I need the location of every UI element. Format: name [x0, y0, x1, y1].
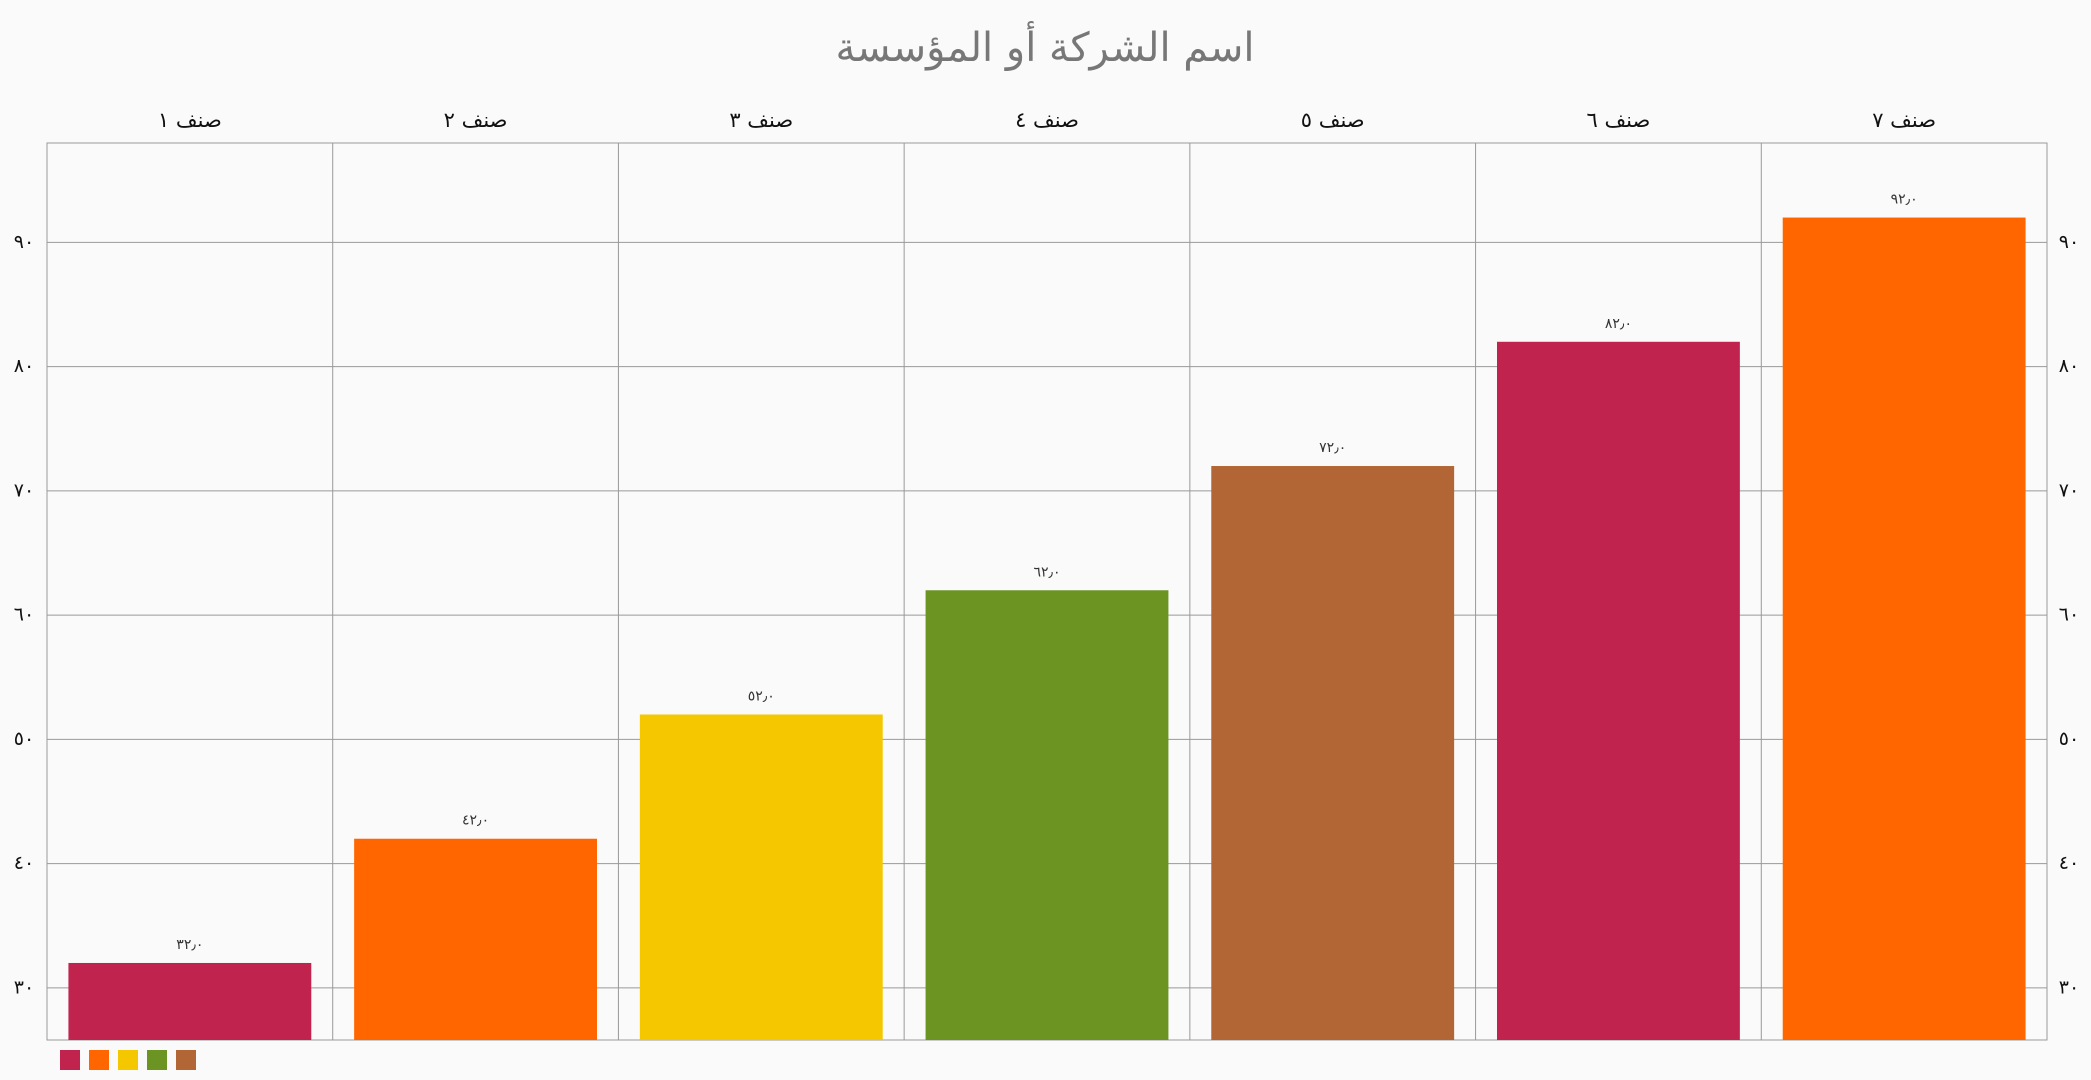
y-tick-label-right: ٣٠: [2059, 976, 2079, 998]
y-tick-label: ٧٠: [14, 479, 34, 501]
bar: [1782, 217, 2026, 1040]
y-tick-label-right: ٩٠: [2059, 231, 2079, 253]
category-label: صنف ٢: [444, 108, 508, 132]
y-tick-label-right: ٦٠: [2059, 604, 2079, 626]
y-tick-label: ٥٠: [14, 728, 34, 750]
y-tick-label-right: ٧٠: [2059, 479, 2079, 501]
bar: [354, 838, 597, 1040]
legend-swatch: [176, 1050, 196, 1070]
bar: [1497, 341, 1740, 1041]
y-tick-label: ٩٠: [14, 231, 34, 253]
value-label: ٤٢٫٠: [462, 813, 489, 829]
value-label: ٦٢٫٠: [1033, 564, 1060, 580]
y-tick-label: ٤٠: [14, 852, 34, 874]
bar: [68, 962, 312, 1040]
category-label: صنف ٤: [1015, 108, 1079, 132]
value-label: ٣٢٫٠: [176, 937, 203, 953]
y-tick-label-right: ٤٠: [2059, 852, 2079, 874]
value-label: ٩٢٫٠: [1891, 192, 1918, 208]
category-label: صنف ٣: [729, 108, 793, 132]
value-label: ٥٢٫٠: [748, 688, 775, 704]
y-tick-label: ٨٠: [14, 355, 34, 377]
value-label: ٨٢٫٠: [1605, 316, 1632, 332]
bar: [1211, 466, 1455, 1040]
legend-swatch: [147, 1050, 167, 1070]
y-tick-label-right: ٨٠: [2059, 355, 2079, 377]
y-tick-label-right: ٥٠: [2059, 728, 2079, 750]
bar: [925, 590, 1169, 1040]
legend-swatch: [89, 1050, 109, 1070]
bar: [639, 714, 883, 1040]
category-label: صنف ٦: [1586, 108, 1650, 132]
legend-swatch: [60, 1050, 80, 1070]
chart-title: اسم الشركة أو المؤسسة: [835, 21, 1254, 71]
value-label: ٧٢٫٠: [1319, 440, 1346, 456]
category-label: صنف ٥: [1301, 108, 1365, 132]
y-tick-label: ٣٠: [14, 976, 34, 998]
y-tick-label: ٦٠: [14, 604, 34, 626]
legend-swatch: [118, 1050, 138, 1070]
category-label: صنف ٧: [1872, 108, 1936, 132]
category-label: صنف ١: [158, 108, 222, 132]
